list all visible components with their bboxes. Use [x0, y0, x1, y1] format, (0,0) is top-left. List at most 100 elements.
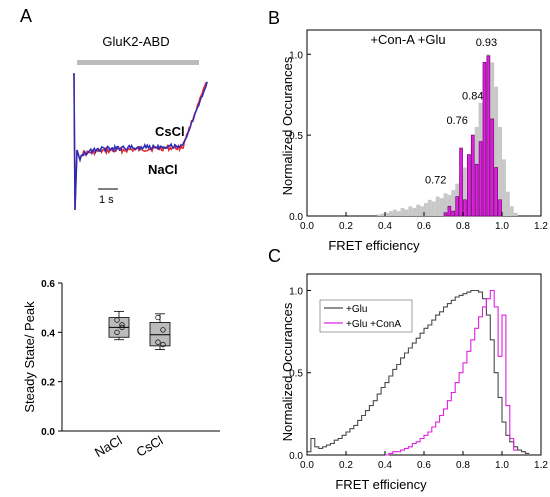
hist-bar-magenta: [451, 210, 456, 217]
hist-bar-magenta: [494, 167, 498, 217]
hist-bar-gray: [392, 209, 397, 216]
hist-bar-gray: [498, 127, 502, 216]
dist-xtick-label: 1.0: [495, 460, 509, 471]
hist-xtick-label: 1.2: [534, 221, 548, 232]
hist-bar-gray: [513, 212, 518, 216]
hist-bar-gray: [388, 211, 393, 216]
dist-xlabel: FRET efficiency: [335, 477, 427, 492]
trace-label-nacl: NaCl: [148, 162, 178, 177]
hist-title: +Con-A +Glu: [370, 32, 445, 47]
dist-xtick-label: 0.2: [339, 460, 353, 471]
box-category-label: CsCl: [134, 433, 166, 460]
dist-xtick-label: 0.8: [456, 460, 470, 471]
hist-annotation: 0.76: [446, 115, 467, 127]
hist-bar-gray: [412, 207, 417, 216]
hist-bar-gray: [509, 206, 514, 216]
dist-xtick-label: 0.6: [417, 460, 431, 471]
box-point: [119, 322, 125, 328]
box-ytick-label: 0.6: [41, 279, 55, 290]
box-point: [119, 324, 125, 331]
hist-bar-gray: [435, 196, 440, 216]
hist-bar-gray: [427, 199, 432, 216]
trace-cscl: [73, 73, 207, 211]
legend-label-glu-cona: +Glu +ConA: [346, 319, 401, 330]
dist-ylabel: Normalized Occurances: [280, 302, 295, 441]
dist-xtick-label: 0.4: [378, 460, 392, 471]
hist-bar-gray: [404, 209, 409, 216]
hist-bar-gray: [381, 213, 385, 216]
dist-xtick-label: 1.2: [534, 460, 548, 471]
dist-ytick-label: 1.0: [289, 286, 303, 297]
dist-series-line: [385, 289, 518, 456]
hist-xtick-label: 0.2: [339, 221, 353, 232]
hist-bar-gray: [431, 201, 436, 216]
hist-bar-magenta: [474, 163, 479, 217]
hist-annotation: 0.93: [476, 37, 497, 49]
hist-bar-magenta: [443, 212, 448, 217]
box-point: [155, 314, 161, 321]
hist-bar-magenta: [467, 154, 471, 217]
legend-label-glu: +Glu: [346, 304, 367, 315]
hist-bar-gray: [463, 167, 467, 216]
hist-bar-gray: [447, 194, 452, 216]
hist-bar-gray: [416, 204, 421, 216]
hist-xtick-label: 0.0: [300, 221, 314, 232]
dist-ytick-label: 0.0: [289, 451, 303, 462]
box-ylabel: Steady State/ Peak: [22, 301, 37, 413]
box-point: [160, 327, 166, 333]
hist-bar-magenta: [459, 147, 463, 217]
hist-bar-gray: [451, 190, 456, 216]
hist-bar-gray: [420, 206, 424, 216]
hist-ytick-label: 0.0: [289, 212, 303, 223]
dist-xtick-label: 0.0: [300, 460, 314, 471]
hist-bar-magenta: [463, 199, 467, 217]
hist-xtick-label: 0.8: [456, 221, 470, 232]
box-category-label: NaCl: [92, 433, 125, 460]
hist-annotation: 0.72: [425, 175, 446, 187]
box-point: [114, 317, 120, 323]
hist-bar-magenta: [470, 134, 475, 217]
hist-bar-gray: [396, 211, 401, 216]
hist-bar-gray: [408, 206, 413, 216]
hist-bar-magenta: [486, 55, 491, 217]
dist-legend: [319, 299, 413, 333]
box-ytick-label: 0.0: [41, 427, 55, 438]
dist-series-line: [307, 289, 530, 454]
fret-histogram: +Con-A +Glu FRET efficiency Normalized O…: [280, 29, 548, 253]
hist-bar-gray: [377, 214, 382, 216]
agonist-application-bar: [77, 60, 199, 65]
fret-distribution: FRET efficiency Normalized Occurances 0.…: [280, 273, 548, 492]
hist-bar-magenta: [447, 205, 452, 217]
hist-xtick-label: 0.4: [378, 221, 392, 232]
trace-label-cscl: CsCl: [155, 124, 185, 139]
hist-bar-gray: [439, 198, 444, 216]
box-ytick-label: 0.2: [41, 378, 55, 389]
hist-bar-gray: [424, 203, 428, 216]
hist-ytick-label: 0.5: [289, 131, 303, 142]
hist-xtick-label: 0.6: [417, 221, 431, 232]
dist-ytick-label: 0.5: [289, 369, 303, 380]
hist-xlabel: FRET efficiency: [328, 238, 420, 253]
scalebar-label: 1 s: [99, 194, 114, 206]
trace-nacl: [73, 73, 208, 211]
hist-xtick-label: 1.0: [495, 221, 509, 232]
box-ytick-label: 0.4: [41, 328, 55, 339]
panel-label-b: B: [268, 8, 280, 28]
panel-label-c: C: [268, 246, 281, 266]
box-plot: Steady State/ Peak 0.0 0.2 0.4 0.6 NaCl CsCl: [22, 279, 220, 460]
hist-bar-magenta: [478, 141, 483, 217]
box-point: [114, 329, 120, 335]
hist-bar-magenta: [482, 61, 487, 217]
current-traces: GluK2-ABD CsCl NaCl 1 s: [73, 34, 208, 211]
hist-bar-gray: [443, 193, 448, 216]
trace-title: GluK2-ABD: [102, 34, 169, 49]
hist-bar-gray: [400, 207, 405, 216]
hist-bar-gray: [494, 86, 499, 216]
hist-bar-gray: [505, 191, 510, 216]
hist-bar-gray: [385, 212, 389, 216]
hist-annotation: 0.84: [462, 91, 483, 103]
hist-bar-magenta: [455, 196, 459, 217]
hist-ytick-label: 1.0: [289, 50, 303, 61]
panel-label-a: A: [20, 6, 32, 26]
